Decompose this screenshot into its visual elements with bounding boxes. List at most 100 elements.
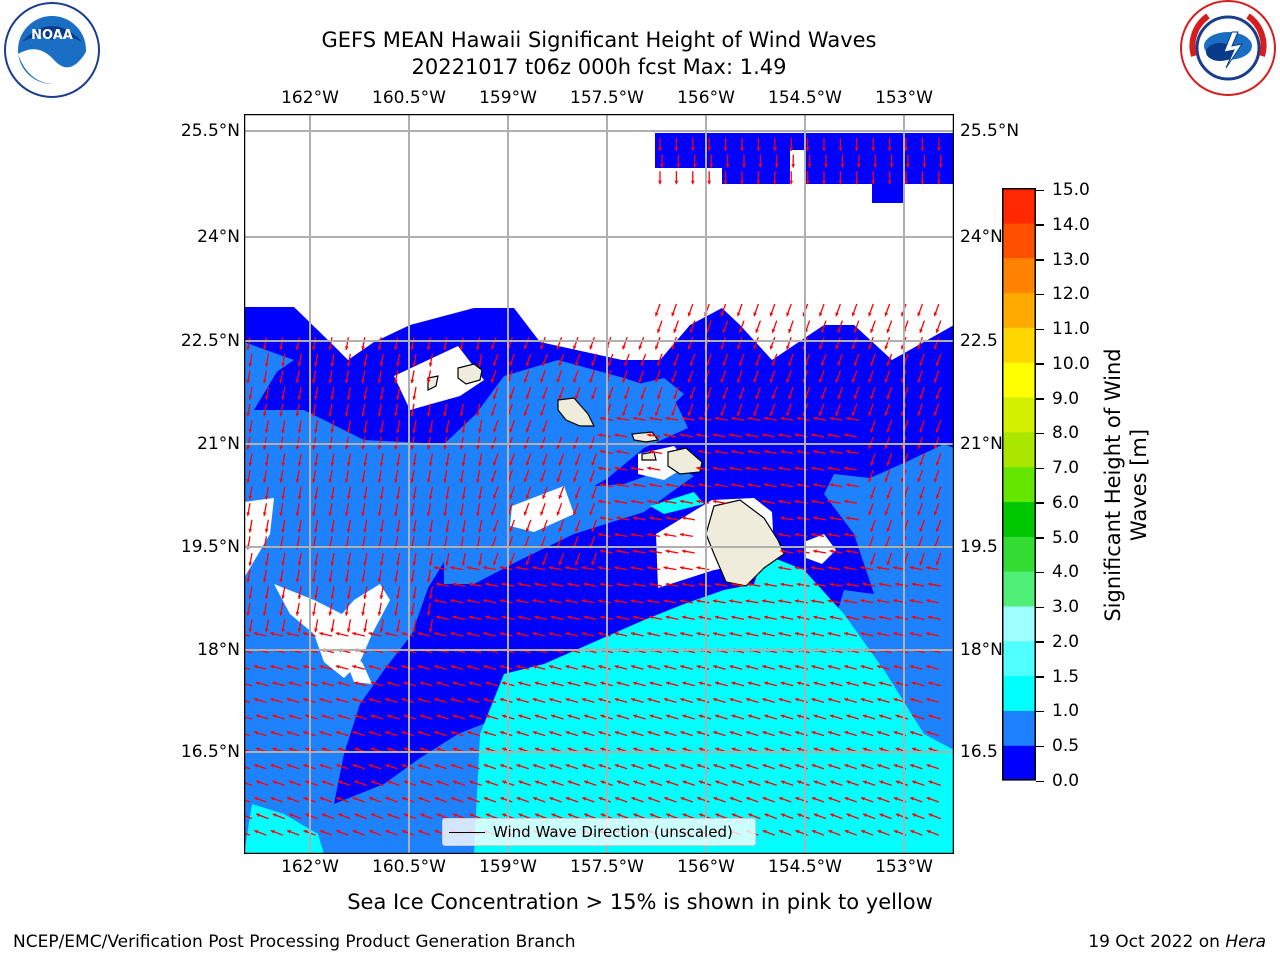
lat-label-left: 18°N (197, 640, 240, 660)
wave-arrow-head (844, 830, 849, 834)
lon-label-bottom: 154.5°W (768, 857, 842, 877)
wave-arrow-head (682, 549, 686, 554)
wave-arrow-head (344, 445, 349, 450)
wave-arrow-head (829, 449, 834, 454)
wave-arrow-head (846, 615, 850, 620)
colorbar-tick-label: 1.0 (1052, 701, 1080, 722)
wave-arrow-head (715, 747, 720, 752)
wave-arrow-head (769, 345, 774, 350)
wave-arrow-head (676, 164, 681, 168)
wave-arrow-head (729, 466, 733, 471)
wave-arrow-head (673, 395, 677, 400)
wave-arrow-head (926, 764, 931, 768)
wave-arrow-head (829, 416, 834, 421)
wave-arrow-head (248, 362, 253, 367)
wave-arrow-head (877, 830, 882, 834)
wave-arrow-head (630, 632, 635, 636)
wave-arrow-head (314, 396, 318, 400)
wave-arrow-head (279, 479, 283, 483)
wave-arrow-head (361, 346, 365, 350)
wave-arrow-head (671, 411, 675, 416)
wave-arrow-head (647, 698, 652, 702)
wave-arrow-head (616, 483, 621, 487)
wave-arrow-head (428, 362, 433, 367)
wave-arrow-head (558, 395, 563, 400)
wave-arrow-head (828, 731, 832, 735)
wave-arrow-head (698, 615, 703, 620)
wave-arrow-head (665, 681, 670, 686)
wave-arrow-head (384, 632, 389, 636)
wave-arrow-head (616, 714, 621, 719)
wave-arrow-head (886, 561, 891, 566)
wave-arrow-head (589, 345, 593, 350)
wave-arrow-head (321, 780, 326, 785)
wave-arrow-head (403, 813, 408, 818)
wave-arrow-head (745, 599, 750, 603)
wave-arrow-head (540, 411, 544, 416)
wave-arrow-head (534, 681, 539, 686)
wave-arrow-head (811, 797, 816, 801)
wave-arrow-head (680, 764, 685, 768)
colorbar-tick-mark (1036, 502, 1044, 504)
wave-arrow-head (394, 479, 398, 483)
wave-arrow-head (312, 412, 316, 417)
wave-arrow-head (780, 615, 785, 620)
wave-arrow-head (286, 665, 291, 669)
wave-arrow-head (363, 562, 367, 566)
wave-arrow-head (794, 599, 799, 603)
wave-arrow-head (428, 628, 433, 633)
wave-arrow-head (338, 780, 343, 785)
wave-arrow-head (468, 582, 473, 587)
wave-arrow-head (698, 416, 703, 421)
wave-arrow-head (254, 797, 259, 801)
colorbar-tick-label: 10.0 (1052, 353, 1090, 374)
wave-arrow-head (281, 396, 285, 400)
wave-arrow-head (778, 764, 783, 768)
wave-arrow-head (256, 747, 260, 752)
wave-arrow-head (410, 512, 415, 516)
wave-arrow-head (549, 731, 554, 735)
wave-arrow-head (281, 562, 285, 566)
wave-arrow-head (887, 147, 892, 151)
wave-arrow-head (762, 797, 767, 801)
wave-arrow-head (264, 528, 269, 533)
wave-arrow-head (755, 328, 759, 333)
wave-arrow-head (270, 764, 275, 768)
wave-arrow-head (379, 462, 384, 467)
wave-arrow-head (379, 429, 384, 433)
wave-arrow-head (532, 632, 537, 636)
wave-arrow-head (295, 578, 300, 583)
wave-arrow-head (459, 512, 464, 516)
wave-arrow-head (657, 395, 661, 400)
wave-arrow-head (598, 764, 603, 768)
colorbar-tick-mark (1036, 328, 1044, 331)
wave-arrow-head (713, 764, 718, 768)
wave-arrow-head (690, 147, 695, 151)
wave-arrow-head (631, 665, 635, 669)
wave-arrow-head (640, 395, 645, 400)
wave-arrow-head (709, 164, 714, 168)
lon-label-top: 159°W (479, 88, 537, 108)
wave-arrow-head (534, 780, 539, 785)
wave-arrow-head (671, 378, 675, 383)
wave-arrow-head (573, 445, 577, 449)
wave-arrow-head (769, 312, 774, 317)
wave-arrow-head (363, 528, 367, 533)
wave-arrow-head (813, 615, 818, 620)
wave-arrow-head (844, 698, 849, 702)
wave-arrow-head (769, 378, 774, 383)
wave-arrow-head (844, 764, 849, 768)
wave-arrow-head (936, 147, 941, 151)
wave-arrow-head (856, 164, 861, 168)
wave-arrow-head (797, 747, 802, 752)
wave-arrow-head (368, 764, 373, 768)
wave-arrow-head (822, 147, 826, 151)
wave-arrow-head (722, 362, 727, 366)
wave-arrow-head (886, 428, 891, 433)
lon-label-top: 154.5°W (768, 88, 842, 108)
wave-arrow-head (706, 362, 710, 366)
wave-arrow-head (420, 813, 425, 818)
wave-arrow-head (281, 362, 285, 367)
wave-arrow-head (813, 813, 818, 818)
wave-arrow-head (493, 395, 497, 400)
